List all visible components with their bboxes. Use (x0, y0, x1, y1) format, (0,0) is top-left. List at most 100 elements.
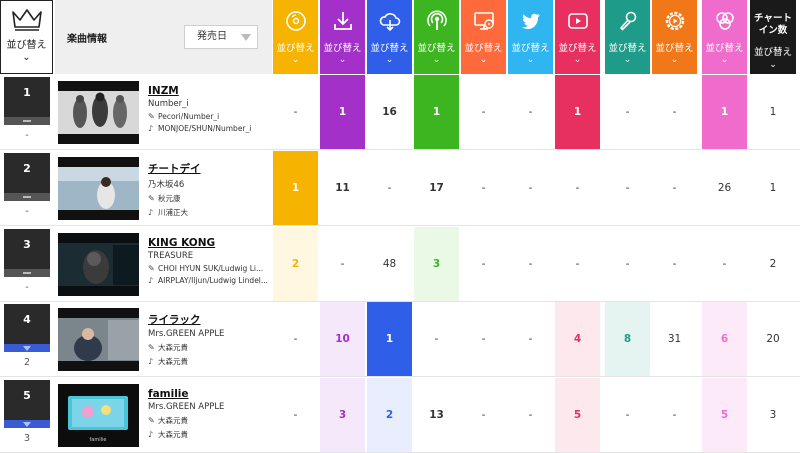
sort-header-cd[interactable]: 並び替え ⌄ (273, 0, 318, 74)
rank-cell-twitter: - (528, 333, 533, 345)
rank-number: 4 (4, 304, 50, 344)
previous-rank: - (25, 206, 29, 217)
table-row[interactable]: 1 - INZM Number_i ✎ Pecori/Number_i ♪ MONJOE/SH… (0, 75, 800, 150)
song-title-link[interactable]: KING KONG (148, 237, 216, 249)
rank-cell-download: 10 (320, 302, 365, 376)
rank-cell-karaoke: - (625, 182, 630, 194)
music-note-icon: ♪ (148, 208, 154, 217)
video-thumbnail[interactable] (58, 308, 139, 371)
table-row[interactable]: 2- チートデイ 乃木坂46 ✎ 秋元康 ♪ 川浦正大 1 11-17- - - - -26 1 (0, 151, 800, 226)
artist-name: Mrs.GREEN APPLE (148, 402, 225, 412)
video-thumbnail[interactable]: familie (58, 384, 139, 447)
sort-label: 並び替え (511, 43, 550, 54)
rank-cell-cd: - (293, 333, 298, 345)
chart-in-count: 3 (769, 409, 777, 421)
table-row[interactable]: 3 - KING KONG TREASURE ✎ CHOI HYUN SUK/Ludwig… (0, 227, 800, 302)
sort-header-gyao[interactable]: 並び替え ⌄ (652, 0, 697, 74)
music-note-icon: ♪ (148, 276, 154, 285)
sort-header-streaming[interactable]: 並び替え ⌄ (367, 0, 412, 74)
svg-text:familie: familie (90, 437, 107, 443)
song-title-link[interactable]: チートデイ (148, 163, 201, 175)
video-thumbnail[interactable] (58, 157, 139, 220)
microphone-icon (619, 11, 636, 31)
artist-name: TREASURE (148, 251, 194, 261)
rank-cell-twitter: - (528, 182, 533, 194)
rank-cell-download: 11 (335, 182, 350, 194)
video-thumbnail[interactable] (58, 81, 139, 144)
sort-header-pc[interactable]: 並び替え ⌄ (461, 0, 506, 74)
song-info-label: 楽曲情報 (67, 34, 107, 45)
song-info: familie Mrs.GREEN APPLE ✎ 大森元貴 ♪ 大森元貴 (148, 388, 272, 440)
sort-header-twitter[interactable]: 並び替え ⌄ (508, 0, 553, 74)
sort-label: 並び替え (370, 43, 409, 54)
rank-sort-header[interactable]: 並び替え ⌄ (0, 0, 53, 74)
rank-cell-radio: 17 (429, 182, 444, 194)
video-thumbnail[interactable] (58, 233, 139, 296)
rank-cell-cd: - (293, 409, 298, 421)
sort-header-tiktok[interactable]: 並び替え ⌄ (702, 0, 747, 74)
rank-up-icon (4, 420, 50, 428)
rank-cell-pc: - (481, 409, 486, 421)
song-title-link[interactable]: familie (148, 388, 189, 400)
date-sort-value: 発売日 (197, 31, 227, 42)
cloud-stream-icon (379, 13, 400, 32)
rank-cell-streaming: 1 (367, 302, 412, 376)
rank-cell-gyao: - (672, 106, 677, 118)
lyricist-credit: ✎ Pecori/Number_i (148, 112, 220, 121)
cd-icon (285, 11, 306, 31)
rank-number: 5 (4, 380, 50, 420)
rank-cell-pc: - (481, 258, 486, 270)
sort-label: 並び替え (655, 43, 694, 54)
song-title-link[interactable]: INZM (148, 85, 179, 97)
rank-cell-twitter: - (528, 258, 533, 270)
sort-header-radio[interactable]: 並び替え ⌄ (414, 0, 459, 74)
table-row[interactable]: 5 3 familie familie Mrs.GREEN APPLE ✎ 大森元貴 ♪ 大森元… (0, 378, 800, 453)
chevron-down-icon: ⌄ (291, 55, 300, 65)
pencil-icon: ✎ (148, 194, 155, 203)
date-sort-select[interactable]: 発売日 (184, 25, 258, 49)
chart-in-title-2: イン数 (758, 25, 788, 36)
pencil-icon: ✎ (148, 416, 155, 425)
table-row[interactable]: 4 2 ライラック Mrs.GREEN APPLE ✎ 大森元貴 ♪ 大森元貴 - 10 1 - - - 4… (0, 302, 800, 377)
rank-cell-radio: 13 (429, 409, 444, 421)
rank-same-icon (4, 117, 50, 125)
chevron-down-icon: ⌄ (720, 55, 729, 65)
previous-rank: 2 (23, 357, 31, 368)
rank-cell-radio: - (434, 333, 439, 345)
chevron-down-icon: ⌄ (623, 55, 632, 65)
music-note-icon: ♪ (148, 124, 154, 133)
chart-in-header[interactable]: チャート イン数 並び替え ⌄ (750, 0, 796, 74)
sort-label: 並び替え (464, 43, 503, 54)
rank-up-icon (4, 344, 50, 352)
twitter-icon (521, 13, 540, 30)
circles-icon (715, 12, 734, 30)
song-info: ライラック Mrs.GREEN APPLE ✎ 大森元貴 ♪ 大森元貴 (148, 312, 272, 367)
rank-cell-karaoke: 8 (605, 302, 650, 376)
rank-cell-tiktok: 26 (717, 182, 732, 194)
chart-in-count: 1 (769, 182, 777, 194)
lyricist-credit: ✎ 秋元康 (148, 194, 181, 203)
radio-icon (426, 10, 447, 30)
composer-credit: ♪ 川浦正大 (148, 208, 188, 217)
rank-cell-tiktok: 6 (702, 302, 747, 376)
previous-rank: - (25, 130, 29, 141)
composer-credit: ♪ 大森元貴 (148, 357, 188, 366)
rank-cell-pc: - (481, 182, 486, 194)
chart-in-title-1: チャート (754, 13, 792, 24)
sort-label: 並び替え (608, 43, 647, 54)
previous-rank: 3 (23, 433, 31, 444)
rank-cell-youtube: 4 (555, 302, 600, 376)
sort-header-download[interactable]: 並び替え ⌄ (320, 0, 365, 74)
rank-cell-karaoke: - (625, 106, 630, 118)
rank-cell-gyao: - (672, 258, 677, 270)
sort-header-karaoke[interactable]: 並び替え ⌄ (605, 0, 650, 74)
song-title-link[interactable]: ライラック (148, 314, 201, 326)
download-icon (333, 12, 352, 30)
youtube-icon (567, 13, 588, 29)
sort-header-youtube[interactable]: 並び替え ⌄ (555, 0, 600, 74)
rank-cell-youtube: 1 (555, 75, 600, 149)
rank-cell-cd: 1 (273, 151, 318, 225)
rank-number: 3 (4, 229, 50, 269)
rank-same-icon (4, 193, 50, 201)
rank-number: 1 (4, 77, 50, 117)
